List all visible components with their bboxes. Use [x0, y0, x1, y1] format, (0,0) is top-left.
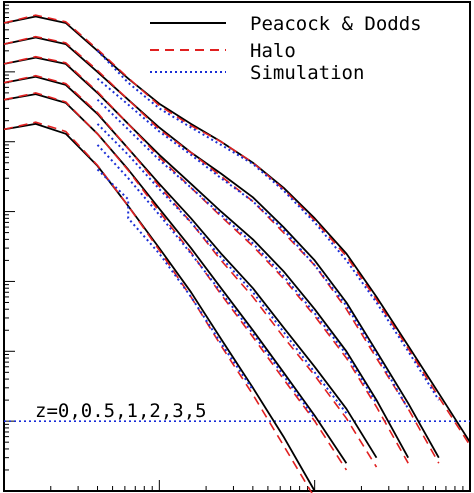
plot-frame [3, 1, 471, 492]
peacock-dodds-curve-z0p5 [3, 36, 440, 459]
legend: Peacock & Dodds Halo Simulation [150, 13, 422, 84]
legend-label-halo: Halo [250, 40, 296, 62]
redshift-annotation: z=0,0.5,1,2,3,5 [35, 400, 207, 422]
halo-curve-z1 [3, 55, 409, 464]
halo-curve-z2 [3, 74, 378, 468]
peacock-dodds-curve-z0 [3, 15, 471, 443]
legend-label-simulation: Simulation [250, 62, 364, 84]
series-group [3, 14, 471, 493]
simulation-curve-z1 [96, 98, 378, 404]
halo-curve-z3 [3, 92, 348, 471]
simulation-curve-z5 [96, 168, 254, 391]
halo-curve-z5 [3, 121, 313, 493]
peacock-dodds-curve-z5 [3, 123, 316, 492]
legend-label-peacock-dodds: Peacock & Dodds [250, 13, 422, 35]
peacock-dodds-curve-z3 [3, 93, 348, 464]
peacock-dodds-curve-z2 [3, 75, 378, 459]
halo-curve-z0p5 [3, 35, 440, 464]
simulation-curve-z0 [96, 50, 440, 401]
halo-curve-z0 [3, 14, 471, 446]
peacock-dodds-curve-z1 [3, 56, 409, 459]
